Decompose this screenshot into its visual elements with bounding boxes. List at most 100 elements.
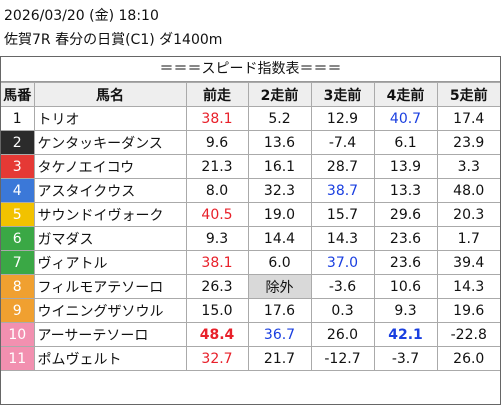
horse-row: 1 トリオ 38.1 5.2 12.9 40.7 17.4 bbox=[1, 106, 500, 131]
speed-index: 14.3 bbox=[310, 226, 375, 251]
speed-index: 15.7 bbox=[310, 202, 375, 227]
speed-index: 10.6 bbox=[373, 274, 438, 299]
speed-index: -3.7 bbox=[373, 346, 438, 371]
horse-number: 9 bbox=[1, 298, 35, 323]
horse-name: フィルモアテソーロ bbox=[33, 274, 187, 299]
speed-index: 13.6 bbox=[247, 130, 312, 155]
speed-index: 23.9 bbox=[436, 130, 500, 155]
speed-index: 5.2 bbox=[247, 106, 312, 131]
speed-index: 6.0 bbox=[247, 250, 312, 275]
column-header: 5走前 bbox=[436, 82, 500, 107]
speed-index: 13.3 bbox=[373, 178, 438, 203]
speed-index: 19.0 bbox=[247, 202, 312, 227]
speed-index: 20.3 bbox=[436, 202, 500, 227]
speed-index: -7.4 bbox=[310, 130, 375, 155]
speed-index: 14.4 bbox=[247, 226, 312, 251]
speed-index: 17.4 bbox=[436, 106, 500, 131]
speed-table-box: ＝＝＝スピード指数表＝＝＝ 馬番 馬名 前走 2走前 3走前 4走前 5走前 1 トリオ 38.… bbox=[0, 56, 501, 405]
column-header: 3走前 bbox=[310, 82, 375, 107]
horse-name: サウンドイヴォーク bbox=[33, 202, 187, 227]
speed-index: 26.0 bbox=[436, 346, 500, 371]
column-header: 馬番 bbox=[1, 82, 35, 107]
horse-name: タケノエイコウ bbox=[33, 154, 187, 179]
horse-row: 11 ポムヴェルト 32.7 21.7 -12.7 -3.7 26.0 bbox=[1, 346, 500, 371]
speed-index: 40.5 bbox=[185, 202, 249, 227]
speed-index: 9.3 bbox=[373, 298, 438, 323]
speed-index: 48.4 bbox=[185, 322, 249, 347]
horse-name: トリオ bbox=[33, 106, 187, 131]
horse-row: 4 アスタイクウス 8.0 32.3 38.7 13.3 48.0 bbox=[1, 178, 500, 203]
speed-index: 28.7 bbox=[310, 154, 375, 179]
speed-index: 6.1 bbox=[373, 130, 438, 155]
speed-index: -3.6 bbox=[310, 274, 375, 299]
speed-index: 1.7 bbox=[436, 226, 500, 251]
speed-index: 21.3 bbox=[185, 154, 249, 179]
speed-index: 26.3 bbox=[185, 274, 249, 299]
speed-index: 36.7 bbox=[247, 322, 312, 347]
speed-index: 26.0 bbox=[310, 322, 375, 347]
horse-name: ガマダス bbox=[33, 226, 187, 251]
header-row: 馬番 馬名 前走 2走前 3走前 4走前 5走前 bbox=[1, 82, 500, 107]
horse-row: 6 ガマダス 9.3 14.4 14.3 23.6 1.7 bbox=[1, 226, 500, 251]
speed-index: -22.8 bbox=[436, 322, 500, 347]
speed-index: 16.1 bbox=[247, 154, 312, 179]
speed-index: 42.1 bbox=[373, 322, 438, 347]
date: 2026/03/20 (金) 18:10 bbox=[4, 8, 159, 24]
speed-index: 9.6 bbox=[185, 130, 249, 155]
speed-index: 38.7 bbox=[310, 178, 375, 203]
horse-number: 4 bbox=[1, 178, 35, 203]
horse-name: ポムヴェルト bbox=[33, 346, 187, 371]
horse-number: 3 bbox=[1, 154, 35, 179]
table-title: ＝＝＝スピード指数表＝＝＝ bbox=[1, 57, 500, 82]
table-body: 1 トリオ 38.1 5.2 12.9 40.7 17.4 2 ケンタッキーダンス 9.6 13.6… bbox=[1, 106, 500, 371]
horse-row: 10 アーサーテソーロ 48.4 36.7 26.0 42.1 -22.8 bbox=[1, 322, 500, 347]
race-info: 佐賀7R 春分の日賞(C1) ダ1400m bbox=[4, 32, 223, 48]
speed-index: 38.1 bbox=[185, 106, 249, 131]
horse-number: 11 bbox=[1, 346, 35, 371]
horse-number: 8 bbox=[1, 274, 35, 299]
horse-row: 9 ウイニングザソウル 15.0 17.6 0.3 9.3 19.6 bbox=[1, 298, 500, 323]
speed-index: 29.6 bbox=[373, 202, 438, 227]
race-header: 2026/03/20 (金) 18:10 佐賀7R 春分の日賞(C1) ダ140… bbox=[4, 4, 222, 52]
speed-index: 0.3 bbox=[310, 298, 375, 323]
speed-index: 38.1 bbox=[185, 250, 249, 275]
horse-name: ウイニングザソウル bbox=[33, 298, 187, 323]
speed-index: 48.0 bbox=[436, 178, 500, 203]
speed-index: 23.6 bbox=[373, 226, 438, 251]
speed-table: 馬番 馬名 前走 2走前 3走前 4走前 5走前 1 トリオ 38.1 5.2 12.9 40.7 17… bbox=[1, 82, 500, 371]
horse-name: アーサーテソーロ bbox=[33, 322, 187, 347]
speed-index: 23.6 bbox=[373, 250, 438, 275]
speed-index: 19.6 bbox=[436, 298, 500, 323]
horse-number: 10 bbox=[1, 322, 35, 347]
speed-index: 15.0 bbox=[185, 298, 249, 323]
horse-number: 7 bbox=[1, 250, 35, 275]
speed-index: 9.3 bbox=[185, 226, 249, 251]
speed-index: 32.7 bbox=[185, 346, 249, 371]
speed-index: 17.6 bbox=[247, 298, 312, 323]
speed-index: 8.0 bbox=[185, 178, 249, 203]
speed-index: 40.7 bbox=[373, 106, 438, 131]
horse-name: ケンタッキーダンス bbox=[33, 130, 187, 155]
speed-index: 37.0 bbox=[310, 250, 375, 275]
horse-row: 2 ケンタッキーダンス 9.6 13.6 -7.4 6.1 23.9 bbox=[1, 130, 500, 155]
speed-index: 12.9 bbox=[310, 106, 375, 131]
speed-index: 32.3 bbox=[247, 178, 312, 203]
horse-row: 3 タケノエイコウ 21.3 16.1 28.7 13.9 3.3 bbox=[1, 154, 500, 179]
speed-index: 21.7 bbox=[247, 346, 312, 371]
speed-index: 3.3 bbox=[436, 154, 500, 179]
horse-name: ヴィアトル bbox=[33, 250, 187, 275]
horse-name: アスタイクウス bbox=[33, 178, 187, 203]
horse-number: 1 bbox=[1, 106, 35, 131]
horse-row: 7 ヴィアトル 38.1 6.0 37.0 23.6 39.4 bbox=[1, 250, 500, 275]
column-header: 前走 bbox=[185, 82, 249, 107]
speed-index: 14.3 bbox=[436, 274, 500, 299]
horse-number: 5 bbox=[1, 202, 35, 227]
column-header: 2走前 bbox=[247, 82, 312, 107]
column-header: 馬名 bbox=[33, 82, 187, 107]
horse-row: 5 サウンドイヴォーク 40.5 19.0 15.7 29.6 20.3 bbox=[1, 202, 500, 227]
horse-number: 6 bbox=[1, 226, 35, 251]
column-header: 4走前 bbox=[373, 82, 438, 107]
speed-index: 39.4 bbox=[436, 250, 500, 275]
speed-index: 13.9 bbox=[373, 154, 438, 179]
